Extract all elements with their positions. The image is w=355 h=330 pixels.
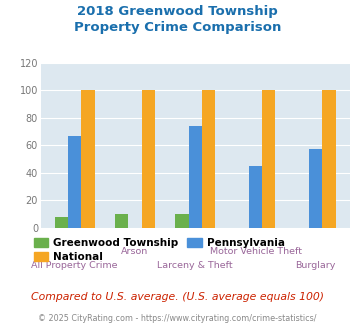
Text: © 2025 CityRating.com - https://www.cityrating.com/crime-statistics/: © 2025 CityRating.com - https://www.city… (38, 314, 317, 323)
Bar (175, 214, 189, 228)
Text: 2018 Greenwood Township
Property Crime Comparison: 2018 Greenwood Township Property Crime C… (74, 5, 281, 34)
Text: Burglary: Burglary (296, 261, 336, 270)
Bar (262, 90, 275, 228)
Bar (249, 166, 262, 228)
Text: Larceny & Theft: Larceny & Theft (157, 261, 233, 270)
Bar (68, 136, 81, 228)
Text: Motor Vehicle Theft: Motor Vehicle Theft (209, 247, 301, 256)
Bar (189, 126, 202, 228)
Text: Compared to U.S. average. (U.S. average equals 100): Compared to U.S. average. (U.S. average … (31, 292, 324, 302)
Legend: Greenwood Township, National, Pennsylvania: Greenwood Township, National, Pennsylvan… (34, 238, 285, 262)
Bar (202, 90, 215, 228)
Bar (81, 90, 95, 228)
Bar (55, 217, 68, 228)
Text: Arson: Arson (121, 247, 149, 256)
Bar (309, 149, 322, 228)
Bar (142, 90, 155, 228)
Text: All Property Crime: All Property Crime (32, 261, 118, 270)
Bar (322, 90, 335, 228)
Bar (115, 214, 129, 228)
